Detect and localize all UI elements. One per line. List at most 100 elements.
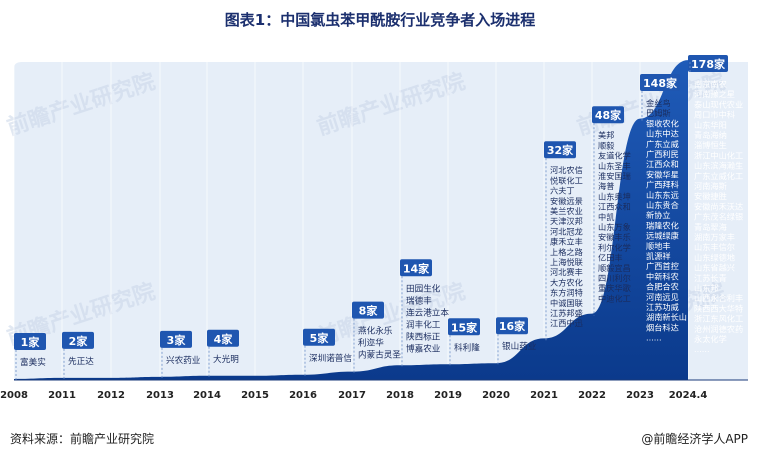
x-tick-label: 2013	[146, 390, 174, 401]
company-name: 东方润特	[550, 288, 583, 298]
company-name: 河南远见	[646, 292, 679, 302]
x-tick-label: 2018	[386, 390, 414, 401]
count-label: 1家	[21, 335, 41, 349]
company-name: 湖南万家丰	[694, 232, 735, 242]
data-point-group: 178家南京南农河南豫之星泰山现代农业周口市中科山东华阳青岛海纳淄博恒生浙江中山…	[688, 55, 743, 354]
source-note: 资料来源：前瞻产业研究院	[10, 432, 155, 446]
company-name: 海普	[598, 181, 614, 191]
company-name: 山东省越兴	[694, 263, 735, 273]
company-name: 安徽捷胜	[694, 191, 727, 201]
count-badge	[448, 318, 480, 336]
count-badge	[160, 330, 192, 348]
x-tick-label: 2014	[193, 390, 221, 401]
data-point-group: 148家金丝鸟巴姆斯银收农化山东中达广东立威广西利民江西众和安徽华星广西拜科山东…	[640, 74, 687, 343]
count-label: 14家	[403, 261, 430, 275]
company-name: 淄博恒生	[694, 140, 727, 150]
company-name: 顺毅宜昌	[598, 263, 631, 273]
company-name: 顺毅	[598, 140, 614, 150]
area-series	[14, 60, 688, 380]
company-name: 安徽丰乐	[598, 232, 631, 242]
company-name: 康禾立丰	[550, 237, 583, 247]
company-name: 金丝鸟	[646, 98, 671, 108]
company-name: 先正达	[68, 355, 94, 367]
company-name: 淮安国瑞	[598, 171, 631, 181]
company-name: ......	[694, 344, 710, 354]
company-name: 利迩华	[358, 337, 384, 349]
company-name: 青岛海纳	[694, 130, 727, 140]
company-name: 江苏功威	[646, 302, 679, 312]
x-tick-label: 2022	[578, 390, 606, 401]
company-name: 山东贵合	[646, 200, 679, 210]
company-name: 深圳诺普信	[309, 352, 352, 364]
company-name: 美兰农业	[550, 206, 583, 216]
x-tick-label: 2012	[97, 390, 125, 401]
company-name: 陕西标正	[406, 330, 441, 342]
company-name: 合肥合农	[646, 282, 679, 292]
company-name: 沧州润德农药	[694, 324, 743, 334]
company-name: 广东立威化工	[694, 171, 743, 181]
company-name: 山东中达	[646, 129, 679, 139]
company-name: 瑞隆农化	[646, 220, 679, 230]
company-name: 广东茂名绿银	[694, 212, 743, 222]
count-label: 5家	[310, 331, 330, 345]
company-name: 美邦	[598, 130, 614, 140]
company-name: 润丰化工	[406, 318, 441, 330]
company-name: 山东滨海瀚生	[694, 161, 743, 171]
company-name: 四川利尔	[598, 273, 631, 283]
company-name: 河南海斯	[694, 181, 727, 191]
company-name: 银山药业	[502, 340, 537, 352]
company-name: 博嘉农业	[406, 342, 441, 354]
company-name: 上海悦联	[550, 257, 583, 267]
count-badge	[303, 328, 335, 346]
data-point-group: 48家美邦顺毅友道化学山东圣丰淮安国瑞海普山东奥坤江西众和中凯山东万象安徽丰乐利…	[592, 106, 632, 316]
company-name: 山东万象	[598, 222, 631, 232]
x-tick-label: 2023	[626, 390, 654, 401]
count-badge	[496, 317, 528, 335]
company-name: 科利隆	[454, 341, 480, 353]
company-name: 大光明	[213, 353, 239, 365]
company-name: 安徽华星	[646, 169, 679, 179]
company-name: 山东华阳	[694, 120, 727, 130]
company-name: 湖南新长山	[646, 312, 687, 322]
x-tick-label: 2011	[48, 390, 76, 401]
company-name: 新协立	[646, 210, 671, 220]
count-badge	[14, 332, 46, 350]
x-tick-label: 2017	[338, 390, 366, 401]
company-name: 山东奥坤	[598, 191, 631, 201]
company-name: 凯源祥	[646, 251, 671, 261]
company-name: 泰山现代农业	[694, 99, 743, 109]
brand-credit: @前瞻经济学人APP	[641, 432, 748, 446]
count-label: 8家	[359, 304, 379, 318]
company-name: 江西众和	[598, 202, 631, 212]
company-name: 江西众和	[646, 159, 679, 169]
company-name: 山东东远	[646, 190, 679, 200]
company-name: 青岛翠海	[694, 222, 727, 232]
company-name: 友道化学	[598, 151, 631, 161]
x-tick-label: 2021	[530, 390, 558, 401]
count-label: 148家	[643, 76, 678, 90]
chart-title: 图表1：中国氯虫苯甲酰胺行业竞争者入场进程	[224, 11, 536, 29]
company-name: 连云港立本	[406, 306, 449, 318]
count-label: 4家	[214, 332, 234, 346]
company-name: 瑞德丰	[406, 294, 432, 306]
company-name: 烟台科达	[646, 322, 679, 332]
company-name: 兴农药业	[166, 354, 201, 366]
company-name: 中凯	[598, 212, 614, 222]
data-points: 1家富美实2家先正达3家兴农药业4家大光明5家深圳诺普信8家燕化永乐利迩华内蒙古…	[14, 55, 743, 380]
count-label: 3家	[167, 333, 187, 347]
x-tick-label: 2015	[241, 390, 269, 401]
company-name: 陕西西大华特	[694, 303, 743, 313]
company-name: 河北冠龙	[550, 226, 583, 236]
company-name: 山东丰信尔	[694, 242, 735, 252]
x-tick-label: 2024.4	[669, 390, 708, 401]
company-name: 广西拜科	[646, 180, 679, 190]
company-name: 广西利民	[646, 149, 679, 159]
company-name: 天津汉邦	[550, 216, 583, 226]
company-name: 浙江中山化工	[694, 150, 743, 160]
